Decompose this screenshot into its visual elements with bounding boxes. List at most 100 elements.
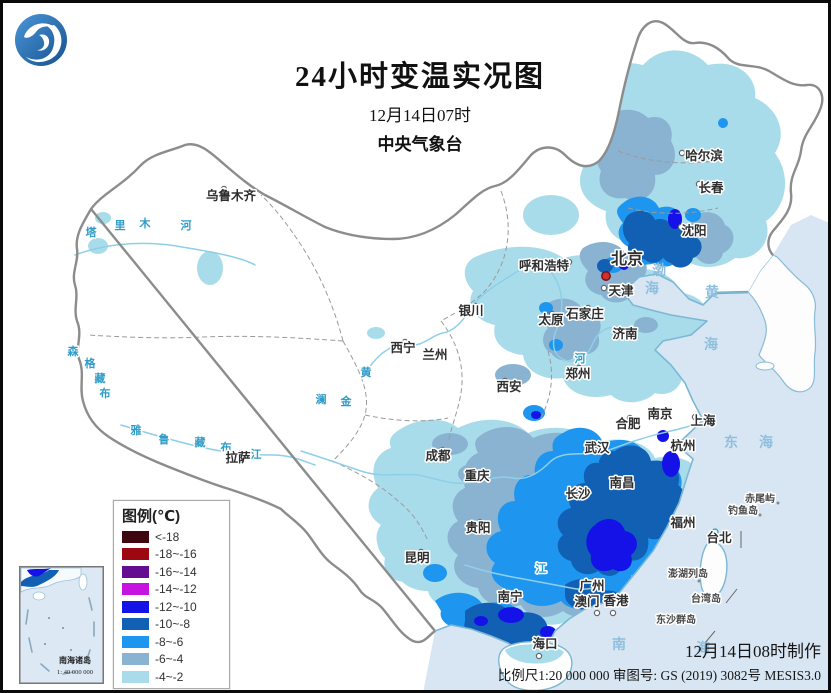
- river-labels-item: 江: [251, 447, 262, 461]
- legend-label: -6~-4: [155, 652, 184, 667]
- map-datetime: 12月14日07时: [369, 106, 471, 125]
- island-labels-item: 东沙群岛: [656, 613, 696, 626]
- sea-labels-item: 黄: [705, 284, 719, 301]
- sea-labels-item: 海: [759, 434, 773, 451]
- city-marker: [695, 180, 703, 188]
- sea-labels-item: 南: [612, 636, 626, 653]
- city-marker: [401, 338, 409, 346]
- city-label: 西宁: [390, 340, 415, 355]
- river-labels-item: 格: [85, 356, 97, 370]
- sea-labels-item: 海: [645, 280, 659, 297]
- legend-swatch: [122, 600, 149, 613]
- city-marker: [471, 302, 479, 310]
- legend-item: <-18: [122, 528, 229, 546]
- province-boundaries: [86, 150, 719, 542]
- city-marker: [438, 446, 446, 454]
- legend-item: -18~-16: [122, 546, 229, 564]
- inset-scale: 1: 40 000 000: [57, 669, 93, 676]
- city-marker: [648, 406, 656, 414]
- cma-logo: [12, 11, 70, 74]
- south-china-sea-inset: 南海诸岛 1: 40 000 000: [19, 566, 104, 689]
- city-label: 合肥: [615, 416, 641, 431]
- sea-labels-item: 东: [724, 434, 738, 451]
- city-label: 兰州: [422, 347, 447, 362]
- island-labels-item: 钓鱼岛: [728, 504, 758, 517]
- river-labels-item: 河: [575, 351, 586, 365]
- city-marker: [501, 377, 509, 385]
- city-label: 台北: [706, 530, 732, 545]
- legend: 图例(℃) <-18 -18~-16 -16~-14 -14~-12 -12~-10 -1…: [113, 500, 230, 689]
- legend-swatch: [122, 618, 149, 631]
- city-label: 上海: [690, 413, 716, 428]
- city-marker: [711, 528, 719, 536]
- city-label: 天津: [608, 283, 634, 298]
- river-labels-item: 布: [221, 440, 232, 454]
- legend-label: -4~-2: [155, 669, 184, 684]
- islet-marks: [697, 501, 780, 644]
- river-labels-item: 澜: [316, 392, 327, 406]
- sea-labels-item: 渤: [652, 262, 666, 279]
- city-label: 郑州: [565, 366, 590, 381]
- city-marker: [609, 609, 617, 617]
- city-marker: [686, 514, 694, 522]
- legend-item: -6~-4: [122, 651, 229, 669]
- legend-label: -16~-14: [155, 564, 197, 579]
- inset-title: 南海诸岛: [59, 655, 91, 665]
- city-marker: [678, 149, 686, 157]
- city-label: 杭州: [670, 438, 695, 453]
- legend-swatch: [122, 653, 149, 666]
- rivers: [74, 242, 694, 590]
- city-marker: [593, 609, 601, 617]
- legend-label: -10~-8: [155, 617, 191, 632]
- city-marker: [626, 414, 634, 422]
- city-label: 银川: [458, 303, 483, 318]
- river-labels-item: 河: [181, 218, 192, 232]
- city-label: 昆明: [404, 550, 429, 565]
- island-labels-item: 赤尾屿: [745, 492, 775, 505]
- legend-item: -10~-8: [122, 616, 229, 634]
- river-labels-item: 黄: [361, 365, 372, 379]
- city-label: 南京: [647, 406, 673, 421]
- river-labels-item: 布: [100, 386, 111, 400]
- city-label: 乌鲁木齐: [206, 188, 257, 203]
- city-marker: [613, 326, 621, 334]
- city-marker: [565, 258, 573, 266]
- hainan-patch: [505, 644, 564, 664]
- cma-logo-icon: [15, 14, 67, 66]
- city-label: 南昌: [609, 475, 634, 490]
- city-label: 海口: [532, 636, 557, 651]
- river-labels: 塔里木河森格藏布雅鲁藏布江黄河澜 金江: [66, 215, 587, 577]
- city-marker: [575, 484, 583, 492]
- page-title: 24小时变温实况图: [294, 61, 545, 93]
- legend-swatch: [122, 635, 149, 648]
- city-marker: [575, 364, 583, 372]
- city-label: 贵阳: [465, 520, 490, 535]
- city-marker: [584, 304, 592, 312]
- city-marker: [611, 475, 619, 483]
- city-label: 太原: [538, 312, 564, 327]
- river-labels-item: 木: [139, 216, 152, 230]
- city-marker: [677, 223, 685, 231]
- legend-swatch: [122, 548, 149, 561]
- island-labels-item: 台湾岛: [691, 592, 721, 605]
- city-marker: [501, 588, 509, 596]
- legend-rows: <-18 -18~-16 -16~-14 -14~-12 -12~-10 -10~-8 -8…: [122, 528, 229, 686]
- city-label: 长沙: [565, 486, 591, 501]
- city-label: 武汉: [584, 440, 610, 455]
- city-label: 济南: [612, 326, 638, 341]
- jeju-island: [755, 361, 775, 371]
- city-label: 拉萨: [225, 450, 251, 465]
- legend-swatch: [122, 530, 149, 543]
- sea-labels-item: 海: [704, 336, 718, 353]
- map-footer: 12月14日08时制作 比例尺1:20 000 000 审图号: GS (201…: [498, 637, 821, 684]
- scale-license-label: 比例尺1:20 000 000 审图号: GS (2019) 3082号 MES…: [497, 668, 821, 683]
- legend-swatch: [122, 583, 149, 596]
- legend-label: <-18: [155, 529, 180, 544]
- city-label: 广州: [579, 578, 604, 593]
- city-marker: [417, 548, 425, 556]
- legend-title: 图例(℃): [122, 508, 181, 525]
- city-marker: [548, 310, 556, 318]
